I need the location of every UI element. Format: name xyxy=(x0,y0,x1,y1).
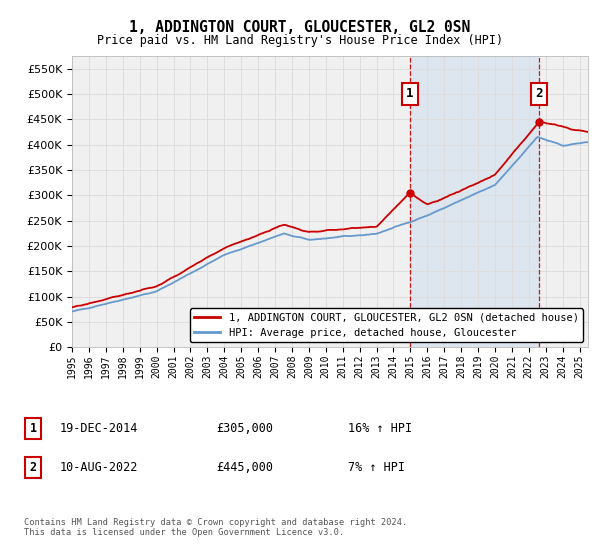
Text: 16% ↑ HPI: 16% ↑ HPI xyxy=(348,422,412,435)
Text: Contains HM Land Registry data © Crown copyright and database right 2024.
This d: Contains HM Land Registry data © Crown c… xyxy=(24,518,407,538)
Text: 1: 1 xyxy=(29,422,37,435)
Bar xyxy=(410,56,539,347)
Text: 7% ↑ HPI: 7% ↑ HPI xyxy=(348,461,405,474)
Legend: 1, ADDINGTON COURT, GLOUCESTER, GL2 0SN (detached house), HPI: Average price, de: 1, ADDINGTON COURT, GLOUCESTER, GL2 0SN … xyxy=(190,309,583,342)
Text: £305,000: £305,000 xyxy=(216,422,273,435)
Text: Price paid vs. HM Land Registry's House Price Index (HPI): Price paid vs. HM Land Registry's House … xyxy=(97,34,503,46)
Text: £445,000: £445,000 xyxy=(216,461,273,474)
Text: 10-AUG-2022: 10-AUG-2022 xyxy=(60,461,139,474)
Text: 1: 1 xyxy=(406,87,413,100)
Text: 1, ADDINGTON COURT, GLOUCESTER, GL2 0SN: 1, ADDINGTON COURT, GLOUCESTER, GL2 0SN xyxy=(130,20,470,35)
Text: 19-DEC-2014: 19-DEC-2014 xyxy=(60,422,139,435)
Text: 2: 2 xyxy=(29,461,37,474)
Text: 2: 2 xyxy=(535,87,543,100)
